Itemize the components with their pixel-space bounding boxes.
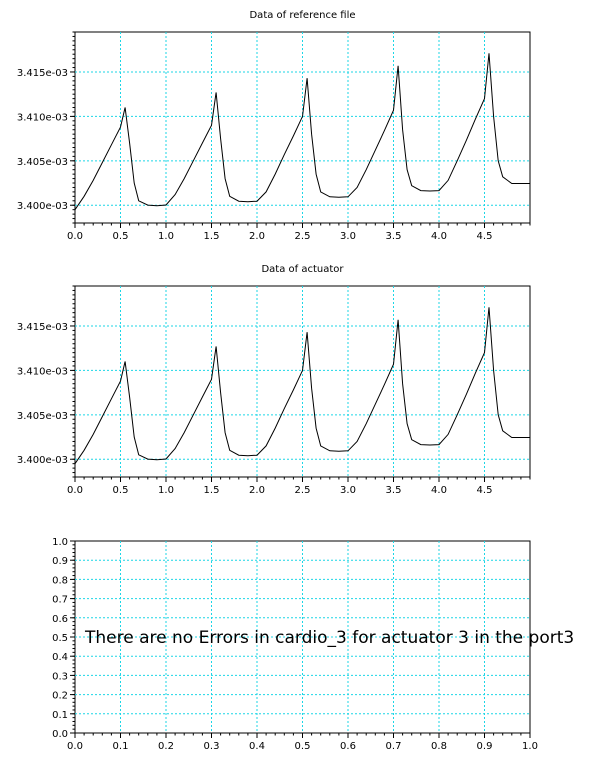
x-tick-label: 2.0 [249,485,265,496]
x-tick-label: 1.0 [522,741,538,752]
x-tick-label: 4.0 [431,485,447,496]
x-tick-label: 3.5 [386,485,402,496]
x-tick-label: 4.5 [477,231,493,242]
chart-title: Data of actuator [261,264,344,275]
x-tick-label: 0.5 [295,741,311,752]
x-tick-label: 0.3 [204,741,220,752]
series-line [74,307,530,464]
chart-title: Data of reference file [249,10,355,21]
y-tick-label: 0.9 [52,556,68,567]
x-tick-label: 1.5 [204,231,220,242]
x-tick-label: 0.0 [67,485,83,496]
x-tick-label: 0.8 [431,741,447,752]
plot-area [74,285,531,478]
x-tick-label: 3.0 [340,485,356,496]
x-tick-label: 0.5 [113,231,129,242]
x-tick-label: 3.0 [340,231,356,242]
x-tick-label: 0.7 [386,741,402,752]
y-tick-label: 0.4 [52,652,68,663]
y-tick-label: 0.2 [52,691,68,702]
chart-panel-1: 0.0 0.5 1.0 1.5 2.0 2.5 3.0 3.5 4.0 4.5 3.400e-03 3… [17,10,531,242]
y-tick-label: 0.3 [52,671,68,682]
series-line [74,53,530,210]
y-tick-label: 3.405e-03 [17,411,68,422]
y-tick-label: 3.405e-03 [17,157,68,168]
chart-panel-3: 0.0 0.1 0.2 0.3 0.4 0.5 0.6 0.7 0.8 0.9 1.0 0.0 0.1 0… [52,537,574,752]
y-tick-label: 1.0 [52,537,68,548]
y-tick-label: 0.5 [52,633,68,644]
x-tick-label: 1.0 [158,231,174,242]
y-tick-label: 3.410e-03 [17,112,68,123]
y-tick-label: 3.415e-03 [17,68,68,79]
x-tick-label: 2.0 [249,231,265,242]
x-tick-label: 1.5 [204,485,220,496]
chart-panel-2: 0.0 0.5 1.0 1.5 2.0 2.5 3.0 3.5 4.0 4.5 3.400e-03 3… [17,264,531,496]
y-tick-label: 3.415e-03 [17,322,68,333]
y-tick-label: 3.400e-03 [17,455,68,466]
plot-area [74,31,531,224]
x-tick-label: 0.0 [67,741,83,752]
x-tick-label: 4.0 [431,231,447,242]
y-tick-label: 0.8 [52,575,68,586]
y-tick-label: 3.400e-03 [17,201,68,212]
status-message: There are no Errors in cardio_3 for actu… [84,628,574,648]
x-tick-label: 2.5 [295,231,311,242]
x-tick-label: 0.1 [113,741,129,752]
x-tick-label: 0.0 [67,231,83,242]
x-tick-label: 0.2 [158,741,174,752]
x-tick-label: 0.4 [249,741,265,752]
y-tick-label: 0.0 [52,729,68,740]
x-tick-label: 1.0 [158,485,174,496]
x-tick-label: 0.5 [113,485,129,496]
y-tick-label: 0.1 [52,710,68,721]
y-tick-label: 0.6 [52,614,68,625]
x-tick-label: 2.5 [295,485,311,496]
x-tick-label: 0.9 [477,741,493,752]
x-tick-label: 0.6 [340,741,356,752]
y-tick-label: 3.410e-03 [17,366,68,377]
x-tick-label: 4.5 [477,485,493,496]
x-tick-label: 3.5 [386,231,402,242]
y-tick-label: 0.7 [52,595,68,606]
